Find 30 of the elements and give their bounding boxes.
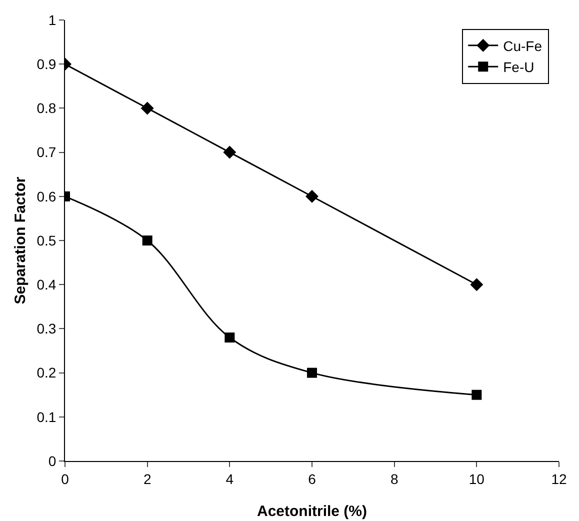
legend-label: Fe-U — [503, 59, 534, 76]
x-tick-label: 4 — [226, 470, 234, 487]
y-axis-title: Separation Factor — [12, 176, 29, 304]
point — [140, 102, 154, 115]
y-tick-label: 0.8 — [36, 100, 56, 116]
point — [472, 390, 482, 400]
point — [470, 278, 484, 292]
y-tick-label: 0.5 — [36, 232, 56, 248]
y-tick-label: 0.6 — [36, 188, 56, 204]
x-tick-label: 8 — [390, 470, 398, 487]
x-tick-label: 6 — [308, 470, 316, 487]
legend-label: Cu-Fe — [503, 38, 542, 54]
y-tick-label: 0.9 — [36, 56, 56, 72]
y-tick-label: 1 — [48, 12, 56, 28]
y-tick-label: 0.3 — [36, 320, 56, 337]
point — [142, 236, 152, 246]
y-tick-label: 0.7 — [36, 144, 56, 160]
x-tick-label: 0 — [61, 470, 70, 487]
y-tick-label: 0 — [48, 452, 56, 469]
y-tick-label: 0.2 — [36, 364, 56, 381]
x-axis-title: Acetonitrile (%) — [256, 503, 368, 520]
x-tick-label: 2 — [143, 470, 152, 487]
point — [223, 146, 236, 159]
point — [307, 368, 317, 378]
y-tick-label: 0.4 — [36, 276, 56, 292]
point — [224, 332, 235, 343]
x-tick-label: 10 — [468, 470, 485, 487]
y-tick-label: 0.1 — [36, 408, 56, 425]
point — [306, 190, 318, 203]
x-tick-label: 12 — [551, 470, 567, 487]
